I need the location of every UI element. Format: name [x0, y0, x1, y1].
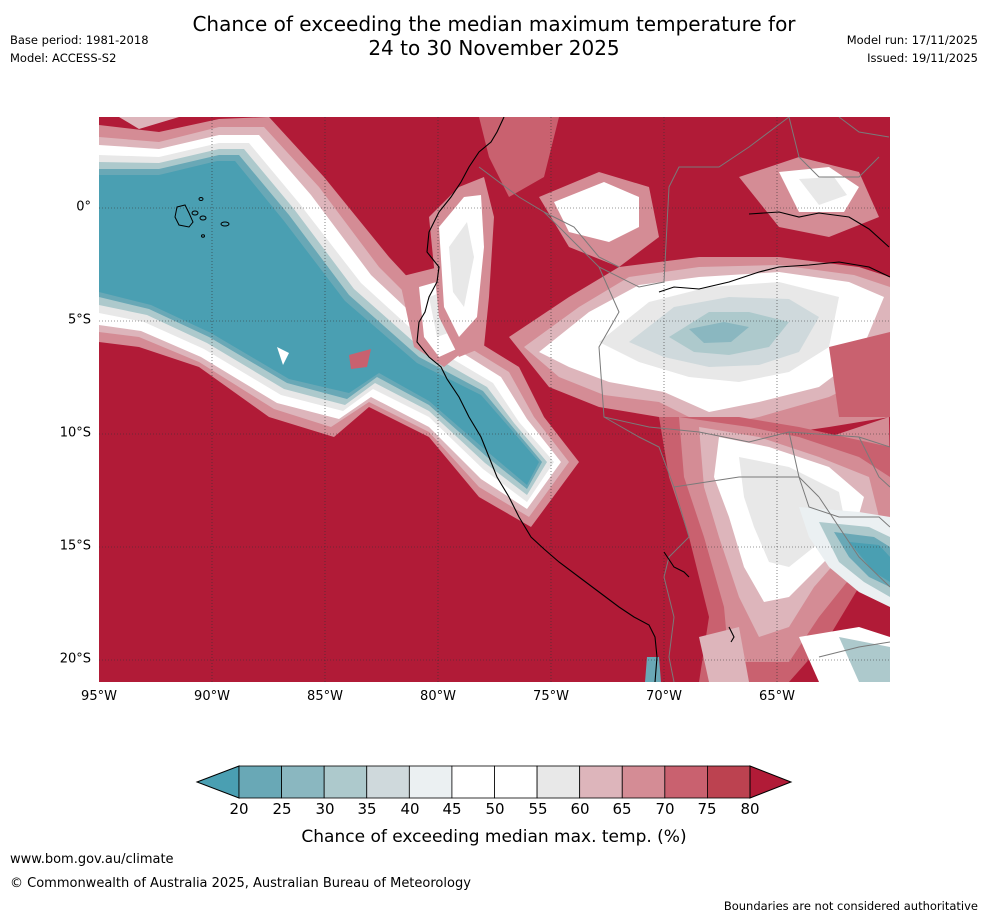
model-text: Model: ACCESS-S2	[10, 51, 117, 65]
colorbar-tick-45: 45	[442, 800, 462, 818]
colorbar-cell	[366, 765, 410, 799]
colorbar-cell	[707, 765, 751, 799]
lon-label-5: 70°W	[646, 689, 682, 704]
lat-label-4: 20°S	[59, 651, 91, 667]
graticule	[99, 117, 890, 682]
footer-url: www.bom.gov.au/climate	[10, 852, 174, 867]
colorbar-cell	[281, 765, 325, 799]
map-title: Chance of exceeding the median maximum t…	[0, 12, 988, 60]
colorbar-cell	[494, 765, 538, 799]
colorbar	[195, 765, 793, 799]
meta-right: Model run: 17/11/2025 Issued: 19/11/2025	[847, 31, 978, 67]
colorbar-cell	[621, 765, 666, 799]
andes-region	[645, 417, 890, 682]
colorbar-cell	[323, 765, 368, 799]
colorbar-tick-60: 60	[570, 800, 590, 818]
lon-label-4: 75°W	[533, 689, 569, 704]
amazon-region	[509, 257, 890, 477]
colorbar-tick-35: 35	[357, 800, 377, 818]
issued-text: Issued: 19/11/2025	[867, 51, 978, 65]
colorbar-title: Chance of exceeding median max. temp. (%…	[301, 827, 687, 847]
coastlines	[416, 117, 890, 682]
colorbar-tick-75: 75	[697, 800, 717, 818]
colorbar-cell	[664, 765, 708, 799]
colorbar-tick-65: 65	[612, 800, 632, 818]
colorbar-tick-30: 30	[315, 800, 335, 818]
lon-label-6: 65°W	[759, 689, 795, 704]
galapagos-islands	[174, 197, 230, 238]
lon-label-0: 95°W	[81, 689, 117, 704]
footer-disclaimer: Boundaries are not considered authoritat…	[723, 899, 978, 913]
colorbar-cell	[238, 765, 282, 799]
probability-map	[99, 117, 890, 682]
colorbar-tick-20: 20	[229, 800, 249, 818]
colorbar-tick-80: 80	[740, 800, 760, 818]
colorbar-cells	[238, 765, 751, 799]
colorbar-high-arrow	[749, 765, 793, 799]
colorbar-tick-70: 70	[655, 800, 675, 818]
colorbar-low-arrow	[195, 765, 240, 799]
lat-label-1: 5°S	[67, 312, 91, 328]
base-period-text: Base period: 1981-2018	[10, 33, 149, 47]
lon-label-1: 90°W	[194, 689, 230, 704]
lon-label-2: 85°W	[307, 689, 343, 704]
country-boundaries	[478, 117, 890, 682]
colorbar-cell	[536, 765, 581, 799]
lon-label-3: 80°W	[420, 689, 456, 704]
colorbar-cell	[451, 765, 495, 799]
colorbar-tick-40: 40	[400, 800, 420, 818]
lat-label-2: 10°S	[59, 425, 91, 441]
colorbar-cell	[579, 765, 623, 799]
colorbar-tick-50: 50	[485, 800, 505, 818]
model-run-text: Model run: 17/11/2025	[846, 33, 978, 47]
ecuador-region	[119, 117, 559, 357]
colorbar-tick-25: 25	[272, 800, 292, 818]
lat-label-3: 15°S	[59, 538, 91, 554]
lat-label-0: 0°	[76, 199, 91, 215]
footer-copyright: © Commonwealth of Australia 2025, Austra…	[10, 876, 471, 891]
map-title-line1: Chance of exceeding the median maximum t…	[192, 12, 796, 36]
ocean-cool-region	[99, 117, 579, 527]
meta-left: Base period: 1981-2018 Model: ACCESS-S2	[10, 31, 149, 67]
colombia-region	[539, 157, 879, 267]
map-title-line2: 24 to 30 November 2025	[368, 36, 620, 60]
colorbar-tick-55: 55	[528, 800, 548, 818]
colorbar-cell	[408, 765, 453, 799]
